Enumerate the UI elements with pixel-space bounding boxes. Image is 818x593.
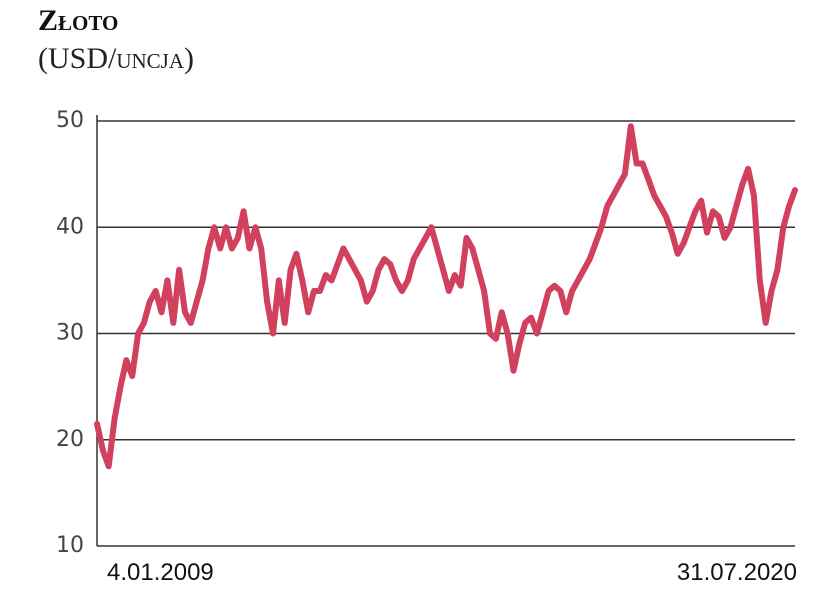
y-tick-label: 30 [56,321,84,346]
chart-subtitle: (USD/uncja) [38,42,194,75]
y-tick-label: 10 [56,533,84,558]
chart-title: Złoto [38,4,118,37]
y-tick-label: 20 [56,427,84,452]
x-tick-label: 4.01.2009 [107,559,214,586]
line [94,123,798,470]
y-tick-label: 50 [56,108,84,133]
y-tick-label: 40 [56,214,84,239]
x-tick-label: 31.07.2020 [677,559,797,586]
